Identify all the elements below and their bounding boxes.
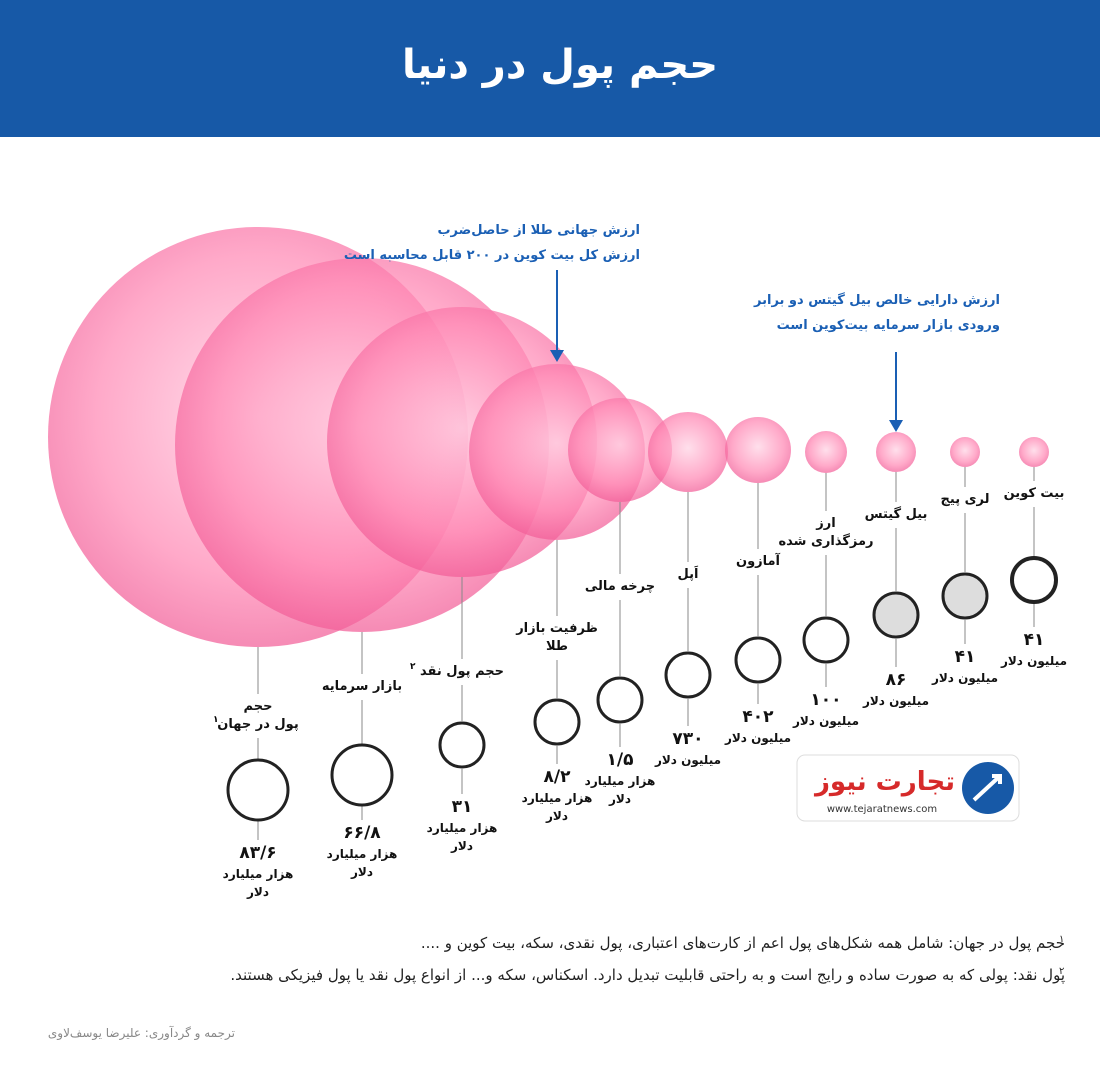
arrow-head	[889, 420, 903, 432]
bubble	[648, 412, 728, 492]
annotation: ارزش دارایی خالص بیل گیتس دو برابر	[753, 292, 1000, 308]
item-unit: میلیون دلار	[1000, 654, 1067, 669]
bubble	[950, 437, 980, 467]
item-icon	[802, 616, 850, 664]
item-label: بیل گیتس	[865, 506, 928, 522]
header-band	[0, 0, 1100, 137]
bubble	[1019, 437, 1049, 467]
footnote-marker: ۱	[1059, 934, 1064, 945]
item-unit: دلار	[246, 885, 269, 899]
item-unit: هزار میلیارد	[223, 867, 294, 881]
item-icon	[533, 698, 581, 746]
footnote: ۲پول نقد: پولی که به صورت ساده و رایج اس…	[230, 966, 1065, 985]
item-icon	[664, 651, 712, 699]
item-icon	[941, 572, 989, 620]
item-unit: دلار	[350, 865, 373, 879]
item-unit: میلیون دلار	[654, 753, 721, 768]
item-value: ۱۰۰	[810, 690, 841, 710]
item-icon	[1010, 556, 1058, 604]
annotation: ارزش کل بیت کوین در ۲۰۰ قابل محاسبه است	[344, 248, 640, 263]
bubble	[725, 417, 791, 483]
item-label: طلا	[546, 639, 568, 654]
item-value: ۷۳۰	[672, 729, 703, 749]
logo-box	[796, 754, 1020, 822]
item-value: ۸۶	[886, 670, 907, 690]
logo-name: تجارت نیوز	[813, 767, 955, 797]
item-value: ۸/۲	[544, 767, 572, 787]
item-icon	[872, 591, 920, 639]
annotation: ارزش جهانی طلا از حاصل‌ضرب	[437, 223, 640, 238]
item-icon	[596, 676, 644, 724]
item-label: حجم پول نقد	[420, 664, 504, 679]
item-label: چرخه مالی	[585, 579, 655, 594]
item-unit: میلیون دلار	[724, 731, 791, 746]
item-icon	[226, 758, 290, 822]
item-unit: دلار	[608, 792, 631, 806]
item-value: ۴۱	[955, 647, 976, 667]
item-value: ۶۶/۸	[343, 823, 381, 843]
item-unit: هزار میلیارد	[427, 821, 498, 835]
footnote: ۱حجم پول در جهان: شامل همه شکل‌های پول ا…	[421, 934, 1065, 953]
item-sup: ۱	[213, 715, 219, 725]
item-icon	[330, 743, 394, 807]
item-label: حجم	[244, 699, 273, 714]
item-sup: ۲	[410, 662, 416, 672]
footnote-text: پول نقد: پولی که به صورت ساده و رایج است…	[230, 966, 1065, 985]
item-label: ظرفیت بازار	[515, 621, 598, 636]
item-label: ارز	[815, 516, 835, 531]
item-unit: هزار میلیارد	[585, 774, 656, 788]
bubbles	[48, 227, 1049, 647]
item-unit: هزار میلیارد	[522, 791, 593, 805]
footnote-text: حجم پول در جهان: شامل همه شکل‌های پول اع…	[421, 934, 1065, 953]
item-label: بازار سرمایه	[322, 679, 402, 694]
footnote-marker: ۲	[1059, 966, 1064, 977]
item-unit: میلیون دلار	[931, 671, 998, 686]
item-value: ۴۱	[1024, 630, 1045, 650]
title: حجم پول در دنیا	[402, 42, 718, 88]
item-value: ۱/۵	[607, 750, 634, 770]
item-label: پول در جهان	[217, 717, 298, 732]
item-icon	[438, 721, 486, 769]
item-label: رمزگذاری شده	[778, 533, 873, 549]
item-value: ۸۳/۶	[239, 843, 276, 863]
item-unit: میلیون دلار	[792, 714, 859, 729]
logo-arrow	[972, 774, 1002, 802]
arrow-head	[550, 350, 564, 362]
item-value: ۳۱	[452, 797, 473, 817]
item-label: بیت کوین	[1004, 486, 1065, 501]
item-unit: میلیون دلار	[862, 694, 929, 709]
bubble	[805, 431, 847, 473]
bubble	[876, 432, 916, 472]
item-unit: دلار	[545, 809, 568, 823]
items: بیت کوین ۴۱ میلیون دلار لری پیج ۴۱ میلیون دلا…	[213, 467, 1067, 899]
item-label: اَپل	[678, 565, 699, 582]
item-unit: دلار	[450, 839, 473, 853]
item-value: ۴۰۲	[742, 707, 774, 727]
item-icon	[734, 636, 782, 684]
credit: ترجمه و گردآوری: علیرضا یوسف‌لاوی	[48, 1025, 235, 1041]
item-label: آمازون	[736, 552, 781, 569]
item-label: لری پیج	[941, 492, 990, 507]
bubble	[568, 398, 672, 502]
annotation: ورودی بازار سرمایه بیت‌کوین است	[777, 318, 1000, 333]
item-unit: هزار میلیارد	[327, 847, 398, 861]
logo-url: www.tejaratnews.com	[827, 804, 937, 815]
